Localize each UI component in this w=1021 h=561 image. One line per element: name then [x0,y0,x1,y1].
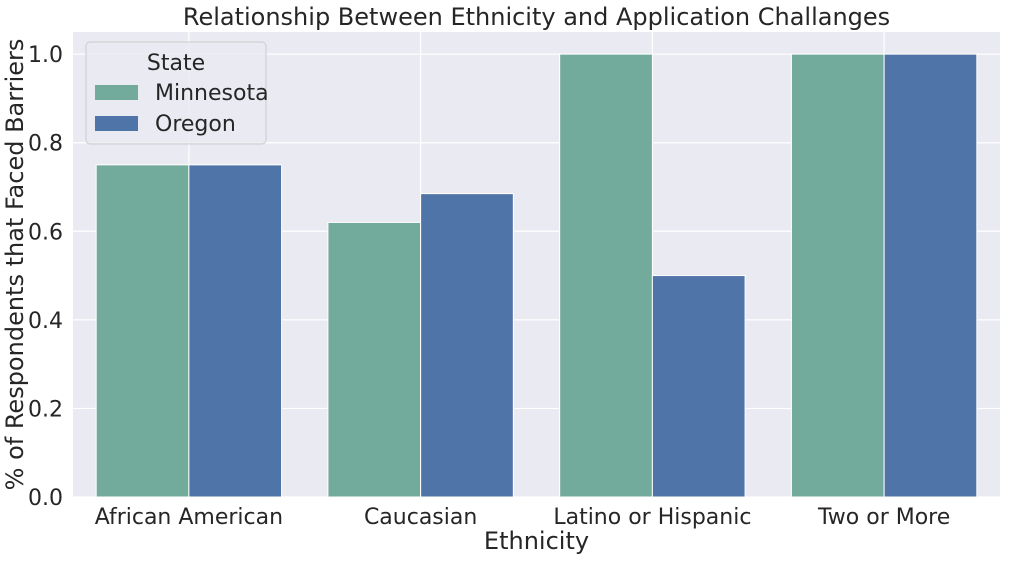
x-axis-ticks: African American Caucasian Latino or Hispa… [95,505,951,530]
x-tick-label: Caucasian [364,505,477,530]
bar-oregon-african-american [188,164,283,498]
y-axis-label: % of Respondents that Faced Barriers [1,39,29,491]
y-tick-label: 0.6 [28,220,63,245]
legend-title: State [147,51,205,76]
bar-minnesota-two-or-more [790,53,885,498]
x-axis-label: Ethnicity [484,527,589,555]
x-tick-label: Two or More [817,505,950,530]
x-tick-label: African American [95,505,283,530]
y-tick-label: 1.0 [28,43,63,68]
legend-swatch-oregon [95,116,138,131]
bars [95,53,978,498]
bar-minnesota-caucasian [327,221,422,498]
legend: State Minnesota Oregon [85,41,269,145]
y-tick-label: 0.4 [28,309,63,334]
bar-minnesota-latino-or-hispanic [559,53,653,498]
legend-label-oregon: Oregon [155,112,236,137]
legend-swatch-minnesota [95,85,138,100]
y-tick-label: 0.2 [28,397,63,422]
y-tick-label: 0.8 [28,132,63,157]
bar-oregon-caucasian [420,193,514,498]
bar-oregon-two-or-more [883,53,978,498]
legend-label-minnesota: Minnesota [155,81,269,106]
chart-title: Relationship Between Ethnicity and Appli… [183,3,890,31]
legend-items: Minnesota Oregon [95,81,269,137]
bar-oregon-latino-or-hispanic [651,275,746,498]
x-tick-label: Latino or Hispanic [553,505,751,530]
y-tick-label: 0.0 [28,486,63,511]
y-axis-ticks: 0.0 0.2 0.4 0.6 0.8 1.0 [28,43,63,511]
bar-minnesota-african-american [95,164,190,498]
